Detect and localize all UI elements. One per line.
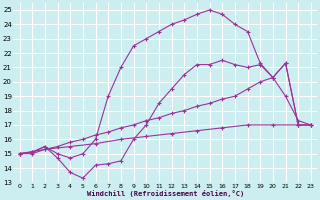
X-axis label: Windchill (Refroidissement éolien,°C): Windchill (Refroidissement éolien,°C) bbox=[87, 190, 244, 197]
